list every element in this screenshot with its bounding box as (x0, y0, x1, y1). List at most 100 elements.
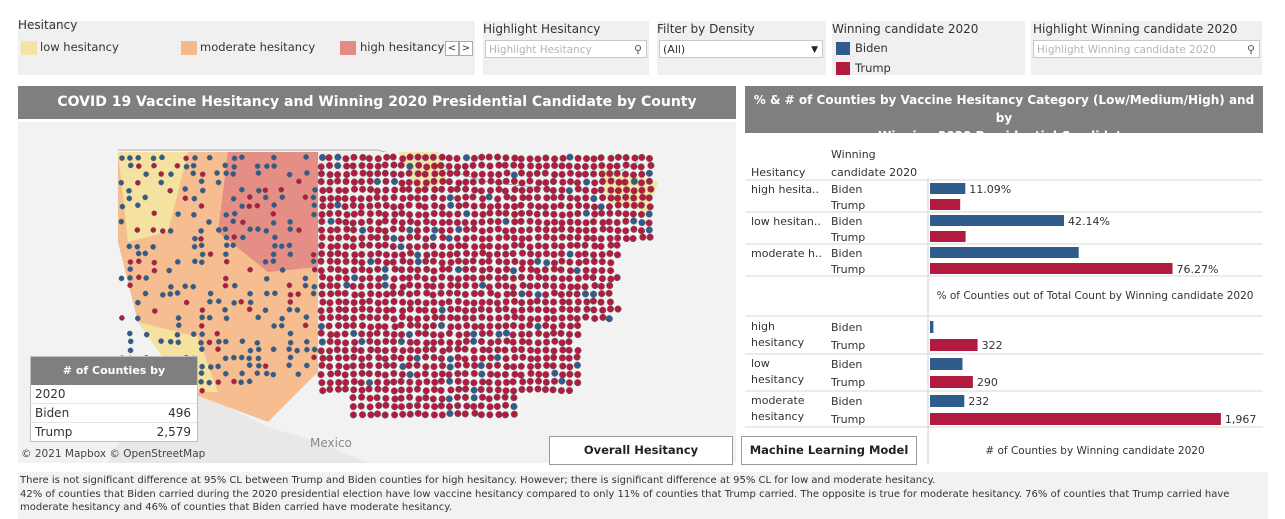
county-marker[interactable] (597, 235, 605, 243)
county-marker[interactable] (406, 338, 414, 346)
county-marker[interactable] (318, 153, 327, 162)
county-marker[interactable] (351, 338, 359, 346)
county-marker[interactable] (518, 265, 526, 273)
county-marker[interactable] (231, 282, 238, 289)
county-marker[interactable] (342, 218, 350, 226)
county-marker[interactable] (438, 242, 447, 251)
county-marker[interactable] (445, 371, 453, 379)
county-marker[interactable] (590, 306, 598, 314)
county-marker[interactable] (495, 178, 503, 186)
county-marker[interactable] (389, 258, 397, 266)
county-marker[interactable] (319, 298, 327, 306)
county-marker[interactable] (334, 249, 342, 258)
county-marker[interactable] (334, 338, 342, 346)
county-marker[interactable] (638, 153, 646, 161)
county-marker[interactable] (199, 387, 205, 394)
county-marker[interactable] (367, 411, 375, 419)
county-marker[interactable] (167, 291, 174, 297)
county-marker[interactable] (390, 217, 398, 225)
county-marker[interactable] (358, 241, 366, 249)
county-marker[interactable] (437, 289, 445, 297)
county-marker[interactable] (349, 242, 357, 251)
county-marker[interactable] (431, 313, 439, 321)
county-marker[interactable] (519, 194, 527, 202)
county-marker[interactable] (590, 267, 598, 275)
county-marker[interactable] (389, 306, 397, 314)
county-marker[interactable] (622, 193, 630, 201)
county-marker[interactable] (431, 371, 439, 379)
county-marker[interactable] (374, 346, 382, 354)
county-marker[interactable] (373, 314, 382, 322)
county-marker[interactable] (438, 210, 446, 218)
county-marker[interactable] (597, 203, 605, 211)
county-marker[interactable] (630, 201, 638, 210)
county-marker[interactable] (550, 193, 558, 202)
county-marker[interactable] (390, 353, 398, 361)
county-marker[interactable] (255, 355, 262, 362)
county-marker[interactable] (397, 243, 405, 251)
county-marker[interactable] (375, 275, 383, 283)
county-marker[interactable] (374, 201, 382, 210)
county-marker[interactable] (246, 203, 253, 210)
county-marker[interactable] (357, 379, 365, 387)
county-marker[interactable] (390, 203, 398, 211)
county-marker[interactable] (622, 161, 630, 169)
county-marker[interactable] (581, 170, 589, 178)
county-marker[interactable] (486, 265, 494, 273)
county-marker[interactable] (389, 283, 397, 291)
chart-bar[interactable] (930, 215, 1064, 226)
county-marker[interactable] (446, 377, 454, 385)
county-marker[interactable] (557, 387, 565, 395)
county-marker[interactable] (126, 187, 132, 194)
county-marker[interactable] (271, 202, 277, 208)
county-marker[interactable] (637, 201, 645, 209)
overall-hesitancy-breakdown-button[interactable]: Overall Hesitancy Breakdown (549, 436, 733, 484)
county-marker[interactable] (349, 195, 357, 203)
county-marker[interactable] (246, 194, 253, 200)
county-marker[interactable] (565, 162, 573, 170)
county-marker[interactable] (518, 186, 526, 194)
county-marker[interactable] (215, 346, 221, 353)
county-marker[interactable] (503, 337, 511, 345)
county-marker[interactable] (358, 275, 366, 283)
county-marker[interactable] (406, 354, 414, 362)
county-marker[interactable] (399, 362, 407, 371)
county-marker[interactable] (542, 210, 550, 218)
county-marker[interactable] (533, 210, 541, 218)
county-marker[interactable] (326, 385, 334, 393)
county-marker[interactable] (485, 395, 493, 403)
county-marker[interactable] (559, 371, 567, 379)
county-marker[interactable] (349, 235, 357, 243)
county-marker[interactable] (391, 411, 399, 419)
county-marker[interactable] (294, 307, 301, 313)
county-marker[interactable] (470, 337, 478, 345)
county-marker[interactable] (589, 290, 598, 298)
county-marker[interactable] (591, 242, 599, 250)
county-marker[interactable] (550, 353, 558, 362)
county-marker[interactable] (341, 251, 349, 259)
county-marker[interactable] (550, 234, 558, 242)
county-marker[interactable] (471, 323, 479, 331)
county-marker[interactable] (349, 403, 357, 411)
county-marker[interactable] (510, 171, 518, 179)
county-marker[interactable] (350, 386, 358, 394)
county-marker[interactable] (462, 226, 471, 234)
county-marker[interactable] (438, 259, 446, 267)
county-marker[interactable] (526, 243, 534, 251)
county-marker[interactable] (381, 298, 389, 306)
county-marker[interactable] (470, 225, 478, 233)
chart-bar[interactable] (930, 321, 934, 333)
county-marker[interactable] (287, 226, 294, 232)
county-marker[interactable] (551, 161, 559, 170)
county-marker[interactable] (135, 299, 141, 306)
county-marker[interactable] (486, 186, 495, 194)
county-marker[interactable] (397, 235, 405, 243)
county-marker[interactable] (645, 169, 653, 177)
county-marker[interactable] (589, 218, 598, 226)
county-marker[interactable] (533, 297, 541, 305)
county-marker[interactable] (135, 163, 142, 169)
county-marker[interactable] (447, 386, 455, 394)
county-marker[interactable] (582, 155, 591, 163)
county-marker[interactable] (470, 346, 478, 355)
county-marker[interactable] (375, 219, 383, 227)
